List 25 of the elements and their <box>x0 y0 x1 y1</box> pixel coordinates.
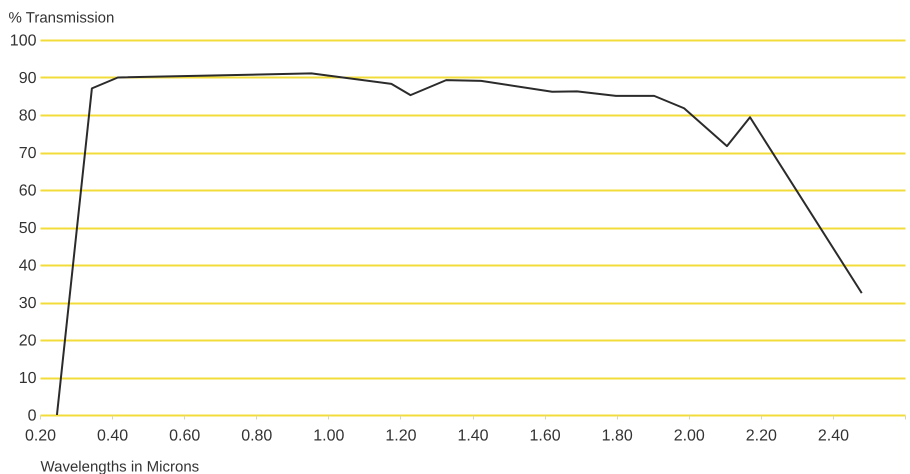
y-tick-label: 100 <box>10 32 37 50</box>
y-tick-label: 90 <box>18 70 37 87</box>
x-tick-label: 0.80 <box>241 428 272 444</box>
y-tick-label: 60 <box>18 182 37 200</box>
x-tick-label: 1.60 <box>530 428 561 444</box>
y-tick-label: 10 <box>18 370 37 387</box>
x-tick-label: 0.60 <box>169 428 200 444</box>
x-tick-label: 2.20 <box>746 428 778 444</box>
x-tick-label: 1.00 <box>313 428 345 444</box>
y-tick-label: 40 <box>18 258 37 274</box>
y-tick-label: 30 <box>18 295 37 312</box>
y-tick-label: 20 <box>18 332 37 350</box>
y-tick-label: 80 <box>18 108 37 124</box>
x-tick-label: 2.00 <box>674 428 705 444</box>
y-tick-label: 50 <box>18 220 37 237</box>
x-tick-label: 0.40 <box>97 428 128 444</box>
x-tick-label: 1.20 <box>385 428 417 444</box>
x-tick-label: 1.80 <box>602 428 633 444</box>
x-tick-label: 2.40 <box>818 428 850 444</box>
x-tick-label: 0.20 <box>24 428 56 444</box>
y-tick-label: 0 <box>28 408 37 424</box>
line-series <box>56 72 863 415</box>
y-axis-title: % Transmission <box>8 10 114 26</box>
y-tick-label: 70 <box>18 145 37 162</box>
x-tick-label: 1.40 <box>457 428 489 444</box>
